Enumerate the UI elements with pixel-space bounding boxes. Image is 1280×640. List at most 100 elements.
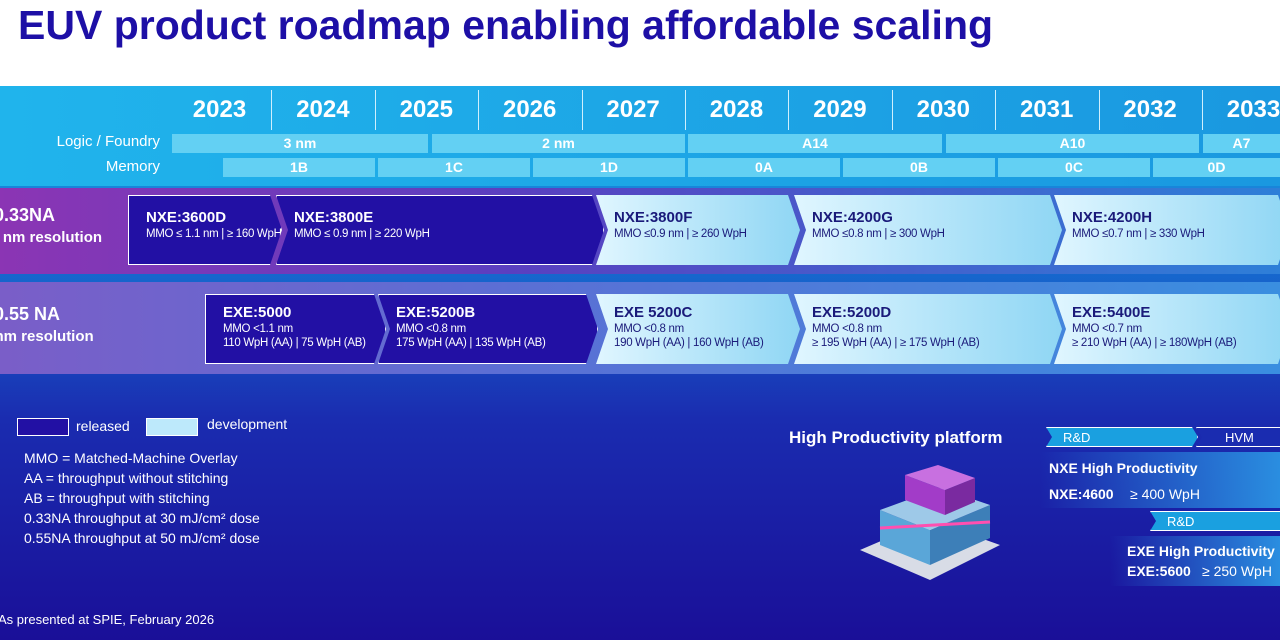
row-label: Logic / Foundry	[56, 133, 160, 150]
product-spec: MMO <0.7 nm	[1072, 323, 1142, 335]
product-chevron: EXE:5200D MMO <0.8 nm ≥ 195 WpH (AA) | ≥ 1…	[794, 294, 1062, 364]
platform-resolution: 13 nm resolution	[0, 229, 103, 246]
year-label: 2031	[1019, 96, 1074, 123]
hp-throughput: ≥ 400 WpH	[1130, 486, 1200, 502]
note: MMO = Matched-Machine Overlay	[24, 450, 238, 466]
product-name: EXE:5200B	[396, 304, 476, 321]
year-divider	[478, 90, 480, 130]
product-spec: 190 WpH (AA) | 160 WpH (AB)	[614, 337, 764, 349]
year-label: 2032	[1123, 96, 1177, 123]
product-chevron: EXE:5200B MMO <0.8 nm 175 WpH (AA) | 135 W…	[378, 294, 598, 364]
logic-node: 3 nm	[172, 134, 428, 153]
memory-node: 0C	[998, 158, 1150, 177]
row-label: Memory	[105, 158, 160, 175]
notes: MMO = Matched-Machine Overlay AA = throug…	[24, 448, 260, 548]
legend-swatch	[146, 418, 198, 436]
product-name: EXE:5200D	[812, 304, 892, 321]
year-label: 2030	[916, 96, 970, 123]
year-label: 2024	[296, 96, 350, 123]
product-chevron: EXE 5200C MMO <0.8 nm 190 WpH (AA) | 160 W…	[596, 294, 800, 364]
year-divider	[685, 90, 686, 130]
phase: HVM	[1196, 427, 1280, 447]
logic-node: A10	[946, 134, 1199, 153]
year-label: 2028	[709, 96, 764, 123]
product-spec: MMO <0.8 nm	[614, 323, 684, 335]
year-label: 2029	[813, 96, 867, 123]
phase: R&D	[1150, 511, 1280, 531]
product-spec: MMO <0.8 nm	[396, 323, 466, 335]
product-name: NXE:3800E	[294, 209, 374, 226]
product-spec: ≥ 210 WpH (AA) | ≥ 180WpH (AB)	[1072, 337, 1237, 349]
product-chevron: NXE:3600D MMO ≤ 1.1 nm | ≥ 160 WpH	[128, 195, 282, 265]
year-label: 2027	[606, 96, 660, 123]
hp-name: NXE High Productivity	[1049, 460, 1198, 476]
product-chevron: NXE:4200G MMO ≤0.8 nm | ≥ 300 WpH	[794, 195, 1062, 265]
year-divider	[788, 90, 790, 130]
product-name: NXE:4200G	[812, 209, 893, 226]
note: AA = throughput without stitching	[24, 470, 229, 486]
machine-illustration	[860, 465, 1000, 580]
year-divider	[271, 90, 273, 130]
phase: R&D	[1046, 427, 1198, 447]
product-spec: ≥ 195 WpH (AA) | ≥ 175 WpH (AB)	[812, 337, 980, 349]
year-label: 2033	[1226, 96, 1280, 123]
year-divider	[374, 90, 376, 130]
product-spec: MMO ≤0.7 nm | ≥ 330 WpH	[1072, 228, 1205, 240]
year-divider	[1202, 90, 1203, 130]
product-name: NXE:3800F	[614, 209, 693, 226]
hp-band	[1040, 452, 1280, 508]
legend-swatch	[17, 418, 69, 436]
product-name: NXE:3600D	[146, 209, 227, 226]
memory-node: 1C	[378, 158, 530, 177]
hp-model: EXE:5600	[1127, 563, 1191, 579]
legend-label: released	[76, 418, 130, 434]
hp-band	[1110, 536, 1280, 586]
product-spec: 110 WpH (AA) | 75 WpH (AB)	[223, 337, 366, 349]
year-label: 2026	[502, 96, 557, 123]
product-name: EXE:5400E	[1072, 304, 1151, 321]
hp-throughput: ≥ 250 WpH	[1202, 563, 1272, 579]
hp-name: EXE High Productivity	[1127, 543, 1275, 559]
note: 0.55NA throughput at 50 mJ/cm² dose	[24, 530, 260, 546]
product-chevron: EXE:5400E MMO <0.7 nm ≥ 210 WpH (AA) | ≥ 1…	[1054, 294, 1280, 364]
platform-name: 0.55 NA	[0, 304, 61, 324]
memory-node: 0B	[843, 158, 995, 177]
note: AB = throughput with stitching	[24, 490, 210, 506]
year-divider	[995, 90, 997, 130]
product-name: EXE:5000	[223, 304, 292, 321]
logic-node: A7	[1203, 134, 1280, 153]
product-chevron: NXE:3800E MMO ≤ 0.9 nm | ≥ 220 WpH	[276, 195, 604, 265]
slide-title: EUV product roadmap enabling affordable …	[18, 2, 994, 48]
year-divider	[891, 90, 893, 130]
product-spec: MMO ≤0.9 nm | ≥ 260 WpH	[614, 228, 747, 240]
product-name: NXE:4200H	[1072, 209, 1153, 226]
product-spec: MMO ≤ 0.9 nm | ≥ 220 WpH	[294, 228, 430, 240]
hp-title: High Productivity platform	[789, 428, 1003, 447]
product-chevron: EXE:5000 MMO <1.1 nm 110 WpH (AA) | 75 WpH…	[205, 294, 386, 364]
platform-name: 0.33NA	[0, 205, 56, 225]
product-spec: 175 WpH (AA) | 135 WpH (AB)	[396, 337, 546, 349]
logic-node: A14	[688, 134, 942, 153]
footer: As presented at SPIE, February 2026	[0, 612, 215, 627]
product-spec: MMO ≤ 1.1 nm | ≥ 160 WpH	[146, 228, 282, 240]
product-spec: MMO ≤0.8 nm | ≥ 300 WpH	[812, 228, 945, 240]
product-chevron: NXE:3800F MMO ≤0.9 nm | ≥ 260 WpH	[596, 195, 800, 265]
year-divider	[1098, 90, 1100, 130]
year-label: 2023	[192, 96, 247, 123]
logic-node: 2 nm	[432, 134, 685, 153]
product-chevron: NXE:4200H MMO ≤0.7 nm | ≥ 330 WpH	[1054, 195, 1280, 265]
year-label: 2025	[399, 96, 453, 123]
product-spec: MMO <1.1 nm	[223, 323, 293, 335]
hp-model: NXE:4600	[1049, 486, 1114, 502]
product-name: EXE 5200C	[614, 304, 693, 321]
legend-label: development	[207, 416, 288, 432]
memory-node: 0A	[688, 158, 840, 177]
product-spec: MMO <0.8 nm	[812, 323, 882, 335]
memory-node: 0D	[1153, 158, 1280, 177]
platform-resolution: 8 nm resolution	[0, 328, 94, 345]
memory-node: 1D	[533, 158, 685, 177]
memory-node: 1B	[223, 158, 375, 177]
year-divider	[581, 90, 583, 130]
note: 0.33NA throughput at 30 mJ/cm² dose	[24, 510, 260, 526]
